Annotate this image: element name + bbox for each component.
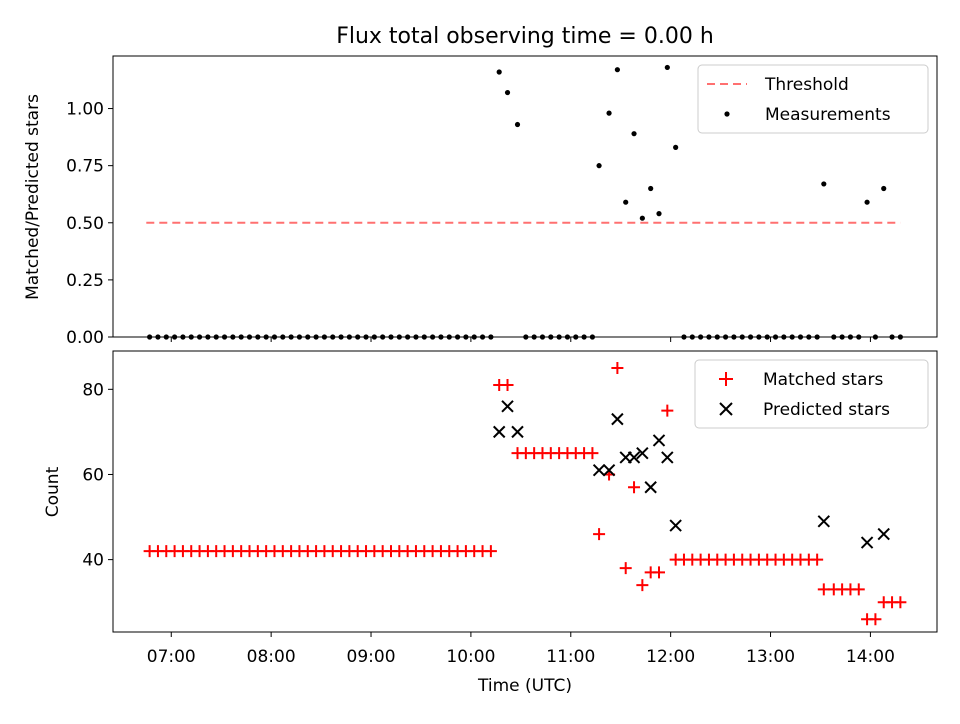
count-y-tick-label: 40 (82, 551, 104, 571)
count-legend-box (694, 359, 929, 429)
matched-star-marker (636, 579, 649, 592)
predicted-star-marker (877, 527, 890, 541)
matched-star-marker (811, 553, 824, 566)
count-x-tick-label: 07:00 (147, 647, 196, 667)
matched-star-marker (852, 583, 865, 596)
count-plot-area (143, 362, 907, 626)
ratio-plot-area (146, 64, 903, 340)
matched-star-marker (628, 481, 641, 494)
predicted-star-marker (627, 451, 641, 464)
ratio-y-tick-label: 0.00 (66, 328, 104, 348)
threshold-legend-label: Threshold (764, 75, 849, 95)
predicted-star-marker (592, 464, 606, 477)
ratio-axes-frame (112, 55, 938, 338)
ratio-y-axis-label: Matched/Predicted stars (23, 94, 43, 300)
predicted-legend-label: Predicted stars (763, 400, 890, 420)
matched-star-marker (611, 362, 624, 375)
ratio-legend: Threshold Measurements (697, 64, 929, 134)
figure-title: Flux total observing time = 0.00 h (336, 24, 714, 49)
measurement-point (623, 199, 629, 205)
matched-star-marker (593, 528, 606, 541)
predicted-star-marker (611, 412, 624, 426)
ratio-x-ticks (170, 337, 871, 342)
predicted-star-marker (817, 515, 831, 528)
measurement-point (864, 199, 870, 205)
matched-star-marker (484, 545, 497, 558)
ratio-y-tick-label: 0.50 (66, 214, 104, 234)
measurement-point (821, 181, 827, 187)
matched-legend-label: Matched stars (763, 370, 883, 390)
predicted-star-marker (602, 464, 616, 477)
measurement-point (881, 185, 887, 192)
measurement-point (496, 69, 502, 75)
predicted-star-marker (501, 400, 514, 413)
count-x-axis-label: Time (UTC) (477, 676, 572, 696)
predicted-star-marker (860, 536, 874, 549)
count-x-tick-label: 13:00 (746, 647, 795, 667)
count-x-tick-label: 10:00 (446, 647, 495, 667)
matched-star-marker (661, 404, 674, 417)
measurement-point (664, 64, 670, 71)
measurements-legend-label: Measurements (765, 105, 891, 125)
count-x-tick-label: 09:00 (347, 647, 396, 667)
measurement-point (673, 144, 679, 150)
predicted-star-marker (661, 451, 674, 464)
count-y-ticks: 40 60 80 (82, 380, 113, 571)
predicted-legend-swatch (719, 402, 733, 416)
ratio-y-tick-label: 1.00 (66, 100, 104, 120)
ratio-legend-box (697, 64, 929, 134)
measurement-point (639, 215, 645, 221)
matched-star-marker (619, 562, 632, 575)
measurement-point (614, 67, 620, 73)
predicted-star-marker (644, 481, 657, 494)
count-panel: 07:00 08:00 09:00 10:00 11:00 12:00 13:00 14:00… (43, 350, 938, 696)
predicted-star-marker (669, 519, 682, 532)
ratio-y-tick-label: 0.75 (66, 157, 104, 177)
matched-legend-swatch (719, 372, 733, 386)
measurement-point (631, 131, 637, 137)
count-y-tick-label: 60 (82, 465, 104, 485)
measurements-legend-swatch (724, 111, 730, 117)
measurement-point (606, 110, 612, 116)
predicted-star-marker (652, 434, 666, 447)
count-y-tick-label: 80 (82, 380, 104, 400)
count-axes-frame (112, 350, 938, 633)
matched-star-marker (501, 379, 514, 392)
measurement-point (648, 185, 654, 192)
measurement-point (514, 121, 521, 128)
measurement-point (596, 163, 602, 169)
predicted-star-marker (636, 446, 649, 460)
count-x-ticks: 07:00 08:00 09:00 10:00 11:00 12:00 13:00 14:00 (147, 632, 895, 667)
count-x-tick-label: 12:00 (646, 647, 695, 667)
matched-star-marker (894, 596, 907, 609)
count-x-tick-label: 11:00 (546, 647, 595, 667)
count-x-tick-label: 08:00 (247, 647, 296, 667)
ratio-y-tick-label: 0.25 (66, 271, 104, 291)
count-legend: Matched stars Predicted stars (694, 359, 929, 429)
count-y-axis-label: Count (43, 466, 63, 517)
predicted-star-marker (492, 425, 506, 439)
measurement-point (504, 89, 511, 96)
predicted-star-marker (511, 425, 524, 439)
matched-star-marker (869, 613, 882, 626)
ratio-y-ticks: 0.00 0.25 0.50 0.75 1.00 (66, 100, 113, 348)
matched-star-marker (586, 447, 599, 460)
matched-star-marker (653, 566, 666, 579)
measurement-point (656, 211, 662, 217)
count-x-tick-label: 14:00 (846, 647, 895, 667)
ratio-panel: 0.00 0.25 0.50 0.75 1.00 Matched/Predicted s… (23, 55, 938, 348)
